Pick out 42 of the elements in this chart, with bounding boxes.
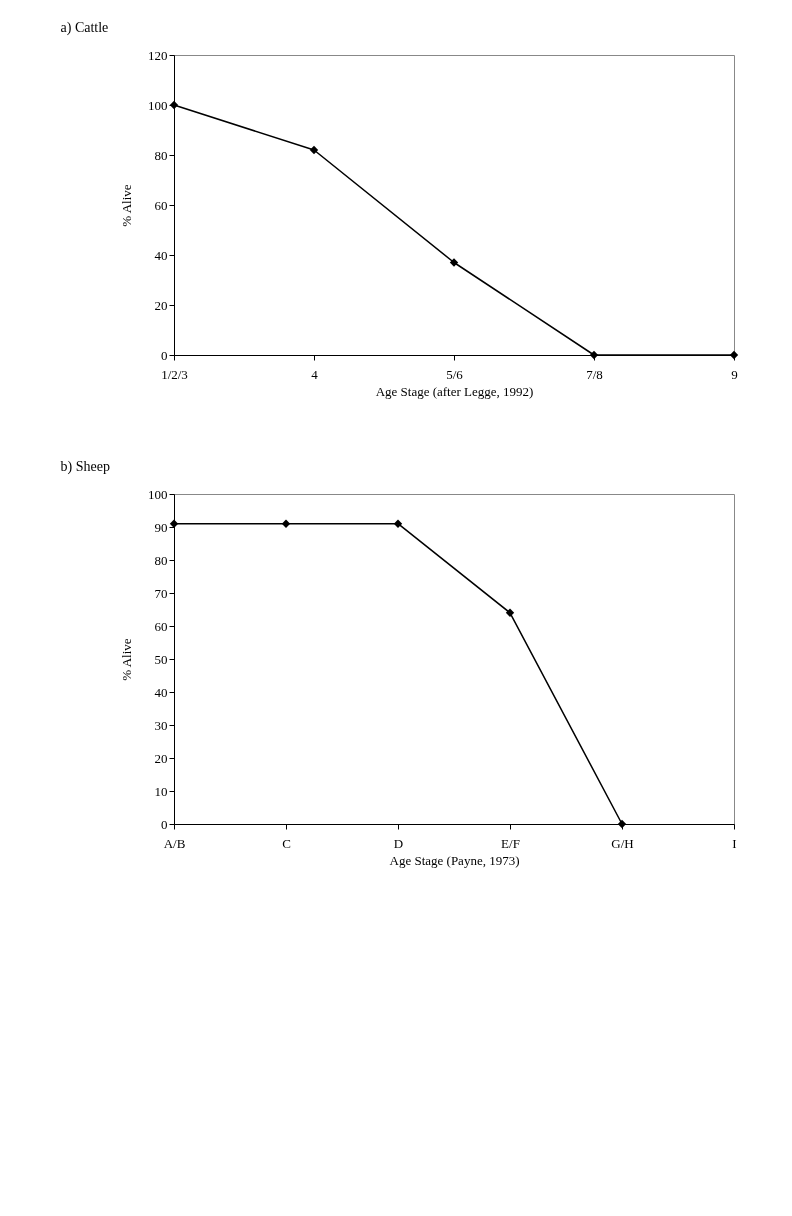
point	[169, 519, 179, 528]
x-tick-label: A/B	[163, 835, 186, 851]
point	[505, 608, 515, 617]
y-tick-label: 100	[148, 486, 168, 502]
y-tick-label: 80	[154, 147, 168, 163]
y-tick-label: 30	[154, 717, 168, 733]
point	[281, 519, 291, 528]
y-tick-label: 50	[154, 651, 168, 667]
y-tick-label: 40	[154, 684, 168, 700]
y-tick-label: 60	[154, 618, 168, 634]
x-tick-label: 9	[731, 366, 738, 382]
y-axis-title: % Alive	[119, 184, 134, 227]
point	[393, 519, 403, 528]
x-axis-title: Age Stage (after Legge, 1992)	[375, 383, 534, 399]
y-tick-label: 40	[154, 247, 168, 263]
x-tick-label: 4	[311, 366, 319, 382]
y-tick-label: 70	[154, 585, 168, 601]
point	[309, 145, 319, 155]
point	[589, 350, 599, 360]
y-tick-label: 100	[148, 97, 168, 113]
y-tick-label: 0	[161, 347, 168, 363]
x-tick-label: G/H	[611, 835, 634, 851]
chart-title: b) Sheep	[60, 459, 110, 475]
y-tick-label: 80	[154, 552, 168, 568]
y-tick-label: 60	[154, 197, 168, 213]
y-axis-title: % Alive	[119, 638, 134, 681]
x-tick-label: I	[732, 835, 737, 851]
point	[449, 258, 459, 267]
x-tick-label: 7/8	[586, 366, 603, 382]
y-tick-label: 90	[154, 519, 168, 535]
x-tick-label: E/F	[501, 835, 520, 851]
chart-title: a) Cattle	[60, 20, 109, 36]
y-tick-label: 20	[154, 750, 168, 766]
x-tick-label: C	[282, 835, 291, 851]
x-tick-label: D	[393, 835, 404, 851]
y-tick-label: 10	[154, 783, 168, 799]
x-tick-label: 1/2/3	[161, 366, 188, 382]
x-tick-label: 5/6	[446, 366, 464, 382]
y-tick-label: 20	[154, 297, 168, 313]
y-tick-label: 0	[161, 816, 168, 832]
x-axis-title: Age Stage (Payne, 1973)	[389, 852, 520, 868]
y-tick-label: 120	[148, 47, 168, 63]
